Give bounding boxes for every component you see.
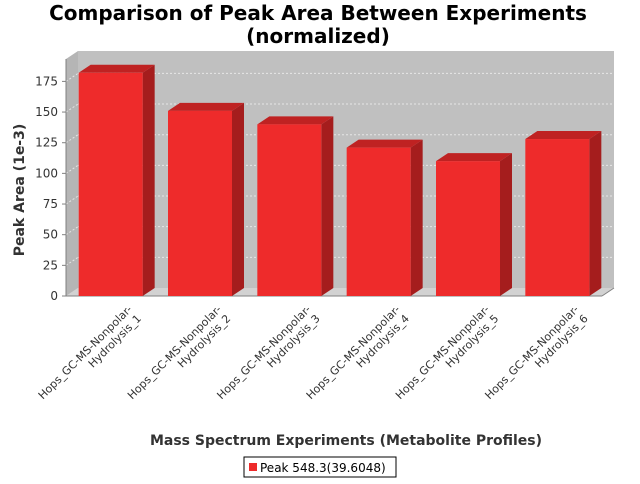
bar-front bbox=[168, 110, 232, 296]
legend-swatch bbox=[249, 463, 257, 471]
legend-box bbox=[243, 456, 397, 478]
gridline-diagonal bbox=[65, 134, 79, 144]
plot-left-wall bbox=[66, 51, 78, 296]
gridline-diagonal bbox=[65, 226, 79, 236]
bar-top bbox=[257, 116, 334, 125]
bar-top bbox=[168, 102, 244, 111]
bar-top bbox=[78, 64, 155, 73]
gridline-diagonal bbox=[65, 164, 79, 174]
bar-side bbox=[321, 116, 334, 296]
y-tick-label: 75 bbox=[43, 197, 58, 211]
plot-back-wall bbox=[78, 51, 614, 288]
gridline-diagonal bbox=[65, 195, 79, 205]
y-axis-ticks: 0 25 50 75 100 125 150 175 bbox=[35, 74, 66, 303]
axes bbox=[65, 59, 615, 297]
bar-top bbox=[436, 153, 512, 162]
gridline-diagonal bbox=[65, 72, 79, 82]
gridline-diagonal bbox=[65, 256, 79, 266]
bar bbox=[257, 116, 334, 296]
plot-background bbox=[66, 51, 614, 296]
bar-side bbox=[589, 131, 602, 296]
bar bbox=[168, 102, 244, 296]
x-axis-categories: Hops_GC-MS-Nonpolar-Hydrolysis_1Hops_GC-… bbox=[36, 303, 591, 402]
bar bbox=[78, 64, 155, 297]
legend: Peak 548.3(39.6048) bbox=[243, 456, 397, 478]
gridlines bbox=[65, 72, 614, 266]
bar-side bbox=[410, 139, 423, 296]
y-tick-label: 50 bbox=[43, 228, 58, 242]
gridline-diagonal bbox=[65, 103, 79, 113]
x-axis-depth-line bbox=[601, 287, 615, 297]
y-tick-label: 175 bbox=[35, 74, 58, 88]
bar-top bbox=[346, 139, 423, 148]
bar bbox=[346, 139, 423, 296]
chart-subtitle: (normalized) bbox=[246, 24, 390, 48]
bar bbox=[436, 153, 512, 296]
x-category-label-line: Hops_GC-MS-Nonpolar- bbox=[36, 303, 135, 402]
y-tick-label: 125 bbox=[35, 136, 58, 150]
bar-side bbox=[500, 153, 512, 296]
y-tick-label: 0 bbox=[50, 289, 58, 303]
bar-front bbox=[525, 139, 590, 296]
y-axis-title: Peak Area (1e-3) bbox=[12, 124, 28, 257]
bar-front bbox=[257, 124, 322, 296]
y-tick-label: 100 bbox=[35, 166, 58, 180]
bar-side bbox=[142, 64, 155, 297]
bar-side bbox=[232, 102, 244, 296]
x-axis-title: Mass Spectrum Experiments (Metabolite Pr… bbox=[150, 433, 542, 449]
bar-front bbox=[78, 72, 143, 297]
legend-label: Peak 548.3(39.6048) bbox=[260, 461, 386, 475]
bar-front bbox=[436, 161, 500, 296]
y-tick-label: 150 bbox=[35, 105, 58, 119]
bar-top bbox=[525, 131, 602, 140]
bar-front bbox=[346, 147, 411, 296]
bar bbox=[525, 131, 602, 296]
chart-title: Comparison of Peak Area Between Experime… bbox=[49, 1, 587, 25]
bars bbox=[78, 64, 602, 297]
y-tick-label: 25 bbox=[43, 258, 58, 272]
